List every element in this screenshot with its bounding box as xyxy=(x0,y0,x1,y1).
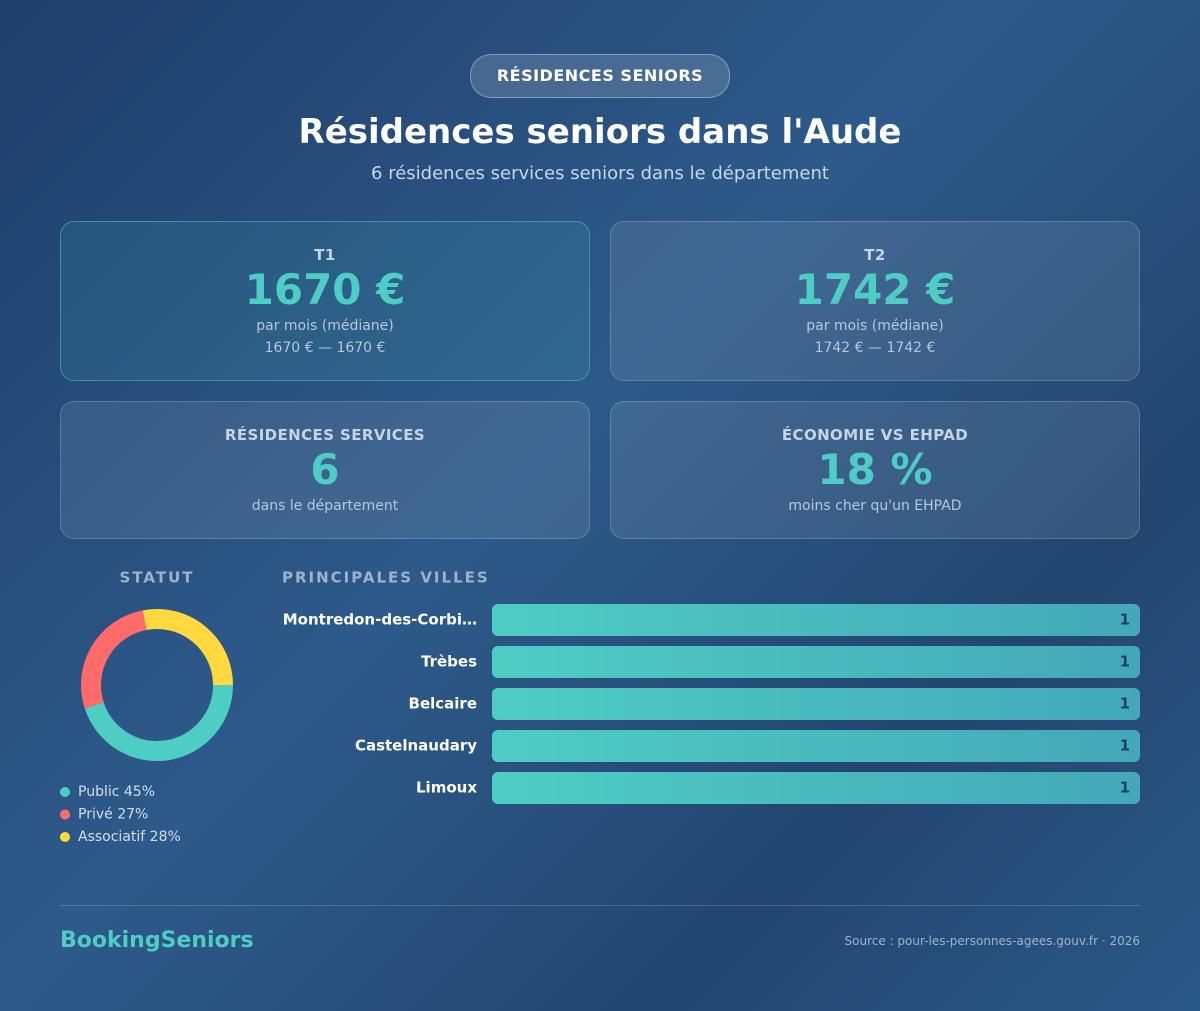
category-label: Belcaire xyxy=(409,695,477,713)
bar xyxy=(492,730,1140,762)
category-label: Limoux xyxy=(416,779,477,797)
legend-value: 45% xyxy=(124,784,155,800)
card-range: 1742 € — 1742 € xyxy=(814,340,936,356)
card: T1 1670 € par mois (médiane) 1670 € — 16… xyxy=(60,221,590,381)
legend-label: Privé 27% xyxy=(78,807,148,823)
card-note: par mois (médiane) xyxy=(256,318,394,334)
legend-value: 27% xyxy=(117,807,148,823)
card: RÉSIDENCES SERVICES 6 dans le départemen… xyxy=(60,401,590,539)
card: ÉCONOMIE VS EHPAD 18 % moins cher qu'un … xyxy=(610,401,1140,539)
chart-title: STATUT xyxy=(120,569,195,587)
bar xyxy=(492,772,1140,804)
legend-label: Public 45% xyxy=(78,784,155,800)
legend-value: 28% xyxy=(150,829,181,845)
badge: RÉSIDENCES SENIORS xyxy=(470,54,730,98)
card-label: ÉCONOMIE VS EHPAD xyxy=(781,426,969,444)
card-label: T2 xyxy=(864,246,886,264)
card-note: dans le département xyxy=(251,498,399,514)
category-label: Montredon-des-Corbi… xyxy=(283,611,477,629)
donut-segment xyxy=(81,610,147,709)
legend-name: Public xyxy=(78,784,119,800)
title: Résidences seniors dans l'Aude xyxy=(298,112,902,152)
legend-swatch xyxy=(60,787,70,797)
card: T2 1742 € par mois (médiane) 1742 € — 17… xyxy=(610,221,1140,381)
value-label: 1 xyxy=(1120,737,1130,755)
card-note: par mois (médiane) xyxy=(806,318,944,334)
category-label: Trèbes xyxy=(421,653,477,671)
card-value: 1670 € xyxy=(244,265,406,314)
divider xyxy=(60,905,1140,906)
card-value: 1742 € xyxy=(794,265,956,314)
chart-title: PRINCIPALES VILLES xyxy=(282,569,490,587)
card-range: 1670 € — 1670 € xyxy=(264,340,386,356)
card-value: 6 xyxy=(310,445,340,494)
legend-name: Associatif xyxy=(78,829,146,845)
donut-segment xyxy=(84,684,233,761)
card-note: moins cher qu'un EHPAD xyxy=(788,498,962,514)
value-label: 1 xyxy=(1120,779,1130,797)
bar xyxy=(492,646,1140,678)
subtitle: 6 résidences services seniors dans le dé… xyxy=(371,163,829,184)
card-value: 18 % xyxy=(817,445,933,494)
legend-swatch xyxy=(60,809,70,820)
bar xyxy=(492,604,1140,636)
legend-name: Privé xyxy=(78,807,113,823)
category-label: Castelnaudary xyxy=(355,737,477,755)
legend-label: Associatif 28% xyxy=(78,829,181,845)
card-label: T1 xyxy=(314,246,336,264)
legend-swatch xyxy=(60,832,70,842)
value-label: 1 xyxy=(1120,653,1130,671)
card-label: RÉSIDENCES SERVICES xyxy=(224,426,426,444)
brand: BookingSeniors xyxy=(60,928,254,953)
source: Source : pour-les-personnes-agees.gouv.f… xyxy=(844,934,1140,948)
donut-segment xyxy=(142,609,233,686)
value-label: 1 xyxy=(1120,611,1130,629)
value-label: 1 xyxy=(1120,695,1130,713)
bar xyxy=(492,688,1140,720)
